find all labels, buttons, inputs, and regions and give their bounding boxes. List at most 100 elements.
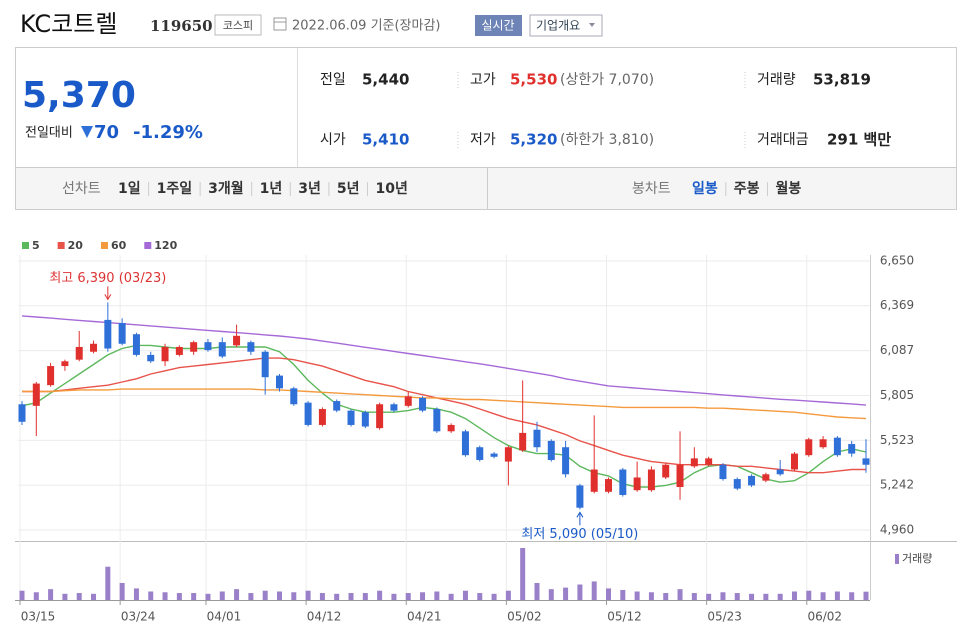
- annotation-arrowhead: [576, 511, 584, 518]
- volume-bar: [491, 593, 497, 600]
- item-value: 291 백만: [827, 131, 891, 149]
- volume-bar: [849, 592, 855, 600]
- candle-body: [647, 469, 655, 491]
- volume-bar: [191, 593, 197, 600]
- candle-body: [161, 346, 169, 362]
- tab-item[interactable]: 월봉: [776, 180, 802, 197]
- tab-item[interactable]: 5년: [337, 181, 360, 197]
- down-triangle: [81, 126, 93, 138]
- candle-body: [576, 485, 584, 508]
- volume-bar: [620, 589, 626, 600]
- candle-body: [504, 447, 512, 462]
- candle-body: [690, 458, 698, 467]
- volume-bar: [763, 593, 769, 600]
- chart: 4,960 5,242 5,523 5,805 6,087 6,369 6,650 03/15…: [18, 239, 932, 624]
- item-label: 고가: [470, 72, 496, 88]
- candle-body: [104, 319, 112, 349]
- summary-box: [15, 47, 957, 168]
- candle-body: [547, 440, 555, 460]
- candle-body: [404, 396, 412, 406]
- candle-body: [790, 453, 798, 470]
- volume-bar: [734, 593, 740, 600]
- company-button[interactable]: [529, 14, 603, 37]
- moving-average-line: [21, 315, 867, 406]
- tab-item[interactable]: 1주일: [157, 181, 193, 197]
- volume-bar: [791, 591, 797, 600]
- candle-body: [204, 342, 212, 351]
- volume-bar: [648, 592, 654, 600]
- x-tick-label: 03/15: [21, 610, 56, 624]
- y-tick-label: 4,960: [880, 523, 914, 537]
- item-note: (하한가 3,810): [560, 132, 654, 148]
- volume-bar: [319, 593, 325, 600]
- volume-bar: [133, 588, 139, 600]
- volume-bar: [462, 590, 468, 600]
- item-value: 5,320: [510, 131, 557, 149]
- volume-bar: [591, 581, 597, 600]
- tab-item[interactable]: 10년: [376, 181, 408, 197]
- volume-label: 거래량: [902, 552, 932, 565]
- volume-bar: [219, 591, 225, 600]
- tab-item[interactable]: 주봉: [734, 181, 760, 197]
- realtime-button[interactable]: [475, 15, 522, 36]
- market: 코스피: [223, 19, 253, 32]
- candle-body: [705, 458, 713, 465]
- volume-bar: [305, 590, 311, 600]
- volume-bar: [677, 589, 683, 600]
- calendar-icon: [273, 17, 287, 31]
- volume-bar: [205, 593, 211, 600]
- tab-item[interactable]: 3년: [298, 181, 321, 197]
- stock-name: KC코트렐: [20, 10, 117, 38]
- tab-heading: 선차트: [62, 181, 101, 197]
- candle-body: [862, 458, 870, 465]
- volume-bar: [119, 582, 125, 600]
- volume-bar: [234, 589, 240, 600]
- company-label[interactable]: 기업개요: [536, 19, 580, 33]
- tab-heading: 봉차트: [632, 181, 671, 197]
- tab-item[interactable]: 1일: [118, 181, 141, 197]
- volume-bar: [548, 589, 554, 600]
- candle-body: [433, 409, 441, 432]
- volume-bar: [248, 593, 254, 600]
- tab-item[interactable]: 1년: [260, 181, 283, 197]
- volume-bar: [534, 582, 540, 600]
- x-tick-label: 04/01: [207, 610, 242, 624]
- candle-body: [476, 447, 484, 460]
- volume-bar: [806, 590, 812, 600]
- realtime-label[interactable]: 실시간: [481, 19, 514, 33]
- tab-item[interactable]: 일봉: [692, 181, 718, 197]
- volume-bar: [477, 593, 483, 600]
- candle-body: [776, 469, 784, 475]
- candle-body: [719, 464, 727, 480]
- candle-body: [290, 388, 298, 405]
- volume-bar: [377, 590, 383, 600]
- volume-bar: [634, 591, 640, 600]
- moving-average-line: [22, 357, 866, 474]
- volume-bar: [362, 593, 368, 600]
- candle-body: [190, 342, 198, 352]
- volume-bar: [863, 591, 869, 600]
- volume-bar: [520, 548, 526, 600]
- volume-bar: [420, 592, 426, 600]
- x-tick-label: 05/02: [507, 610, 542, 624]
- candle-body: [590, 469, 598, 492]
- volume-bar: [405, 593, 411, 600]
- candle-body: [218, 342, 226, 357]
- change-rate: -1.29%: [133, 122, 203, 143]
- dropdown-arrow: [589, 23, 595, 27]
- candle-body: [247, 342, 255, 352]
- legend-swatch: [22, 242, 29, 249]
- volume-bar: [48, 589, 54, 600]
- volume-bar: [577, 584, 583, 600]
- legend-swatch: [57, 242, 65, 249]
- candle-body: [461, 431, 469, 456]
- volume-bar: [334, 593, 340, 600]
- candle-body: [605, 479, 613, 492]
- tab-item[interactable]: 3개월: [208, 180, 244, 197]
- volume-bar: [663, 593, 669, 600]
- x-tick-label: 05/23: [707, 610, 742, 624]
- x-tick-label: 04/21: [407, 610, 442, 624]
- y-tick-label: 6,087: [880, 343, 914, 357]
- candle-body: [318, 409, 326, 425]
